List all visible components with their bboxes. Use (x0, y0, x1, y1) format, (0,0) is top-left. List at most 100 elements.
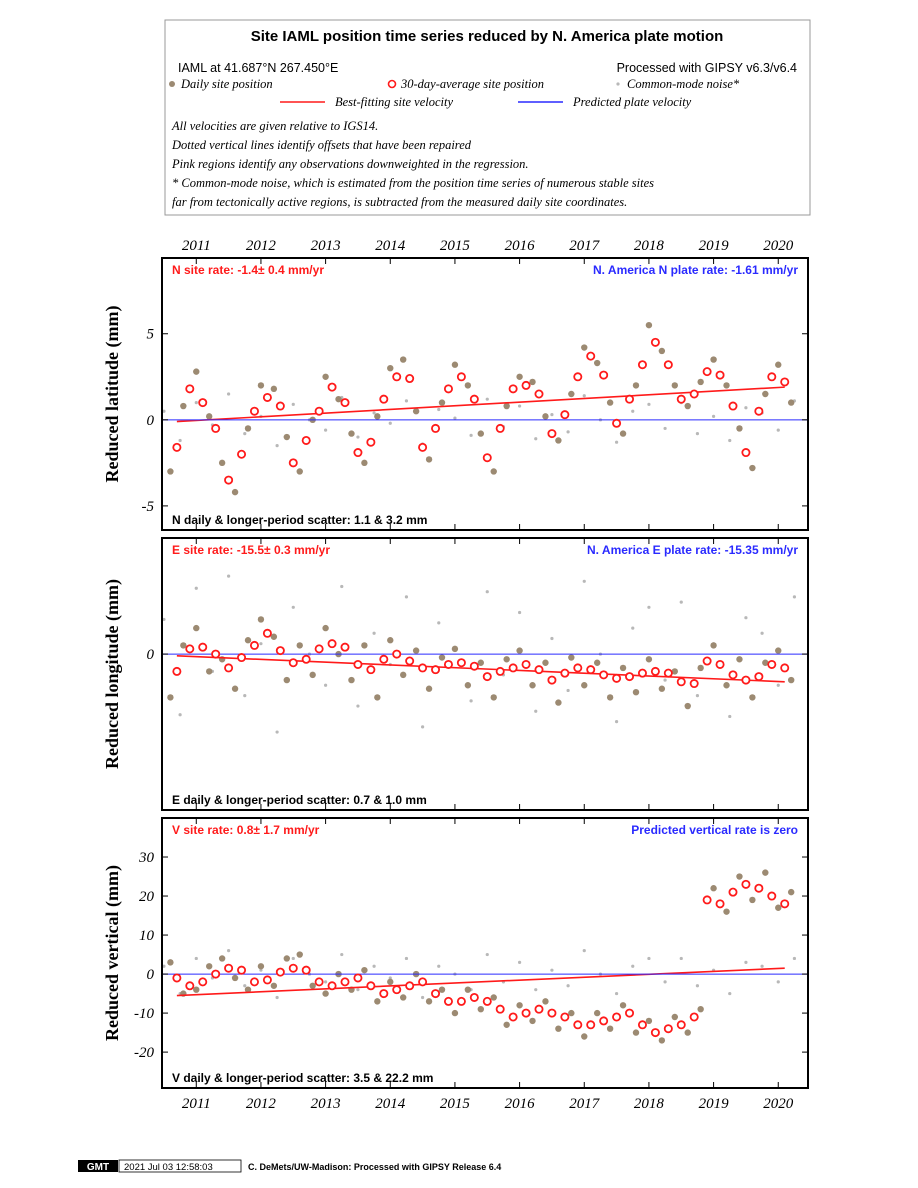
x-tick-label: 2018 (634, 1096, 665, 1112)
noise-point (517, 960, 522, 964)
title: Site IAML position time series reduced b… (251, 28, 724, 45)
daily-point (257, 963, 265, 970)
noise-point (631, 409, 635, 413)
daily-point (490, 468, 497, 475)
logo: GMT (87, 1162, 109, 1173)
daily-point (503, 656, 510, 663)
x-tick-label: 2017 (569, 238, 601, 254)
daily-point (399, 356, 407, 363)
noise-point (728, 991, 732, 996)
average-point (534, 389, 544, 399)
noise-point (776, 683, 780, 687)
average-point (185, 384, 195, 394)
plot-content (162, 321, 808, 496)
average-point (185, 644, 195, 654)
y-axis-label: Reduced latitude (mm) (102, 306, 123, 483)
legend-label: Best-fitting site velocity (335, 95, 453, 109)
average-point (418, 663, 428, 673)
note: Dotted vertical lines identify offsets t… (171, 138, 472, 152)
average-point (418, 442, 428, 452)
daily-point (542, 998, 549, 1005)
daily-point (425, 456, 433, 463)
daily-point (180, 642, 187, 649)
average-point (521, 380, 531, 390)
average-point (224, 663, 234, 673)
average-point (741, 675, 751, 685)
daily-point (697, 1005, 704, 1013)
average-point (573, 1020, 583, 1030)
daily-point (671, 668, 678, 675)
timestamp-box (118, 1159, 242, 1173)
noise-point (227, 392, 231, 396)
daily-point (425, 998, 433, 1005)
daily-point (257, 616, 265, 623)
x-tick-label: 2018 (634, 238, 665, 254)
daily-point (606, 694, 614, 701)
noise-point (534, 437, 538, 441)
daily-point (374, 998, 381, 1005)
noise-point (437, 964, 441, 968)
daily-point (361, 966, 368, 974)
legend-label: Daily site position (180, 77, 273, 91)
average-point (379, 989, 389, 999)
average-point (211, 423, 221, 433)
average-point (728, 670, 738, 680)
daily-point (477, 430, 484, 437)
y-tick-label: 0 (147, 967, 155, 983)
noise-point (437, 621, 441, 625)
daily-point (606, 399, 614, 406)
noise-point (679, 956, 683, 961)
average-point (224, 963, 234, 973)
average-point (482, 996, 492, 1006)
plot-area (162, 818, 808, 1088)
noise-point (291, 605, 295, 609)
daily-point (374, 413, 381, 420)
noise-point (631, 964, 635, 968)
noise-point (162, 964, 166, 968)
daily-point (671, 1013, 678, 1021)
daily-point (283, 433, 291, 441)
average-point (172, 973, 182, 983)
daily-point (645, 321, 653, 329)
plot-frame (161, 817, 809, 1089)
noise-point (534, 988, 538, 992)
noise-point (243, 694, 247, 698)
average-point (663, 360, 673, 370)
average-point (301, 965, 311, 975)
average-point (702, 367, 712, 377)
x-tick-label: 2013 (311, 238, 341, 254)
daily-point (322, 373, 329, 380)
daily-point (516, 373, 523, 380)
daily-point (438, 986, 446, 993)
daily-point (593, 1009, 601, 1017)
average-point (715, 659, 725, 669)
average-point (689, 1012, 699, 1022)
daily-point (762, 390, 769, 398)
daily-point (684, 402, 691, 410)
y-axis-label: Reduced vertical (mm) (102, 865, 123, 1041)
daily-point (399, 671, 407, 679)
noise-point (485, 952, 489, 957)
average-point (754, 406, 764, 416)
average-point (327, 639, 337, 649)
noise-point (663, 678, 667, 682)
daily-point (193, 368, 200, 375)
noise-point (550, 413, 554, 417)
average-point (379, 394, 389, 404)
daily-point (270, 982, 278, 989)
noise-point (614, 440, 619, 444)
daily-point (464, 986, 472, 993)
x-tick-label: 2013 (311, 1096, 341, 1112)
noise-point (275, 444, 279, 448)
daily-point (193, 986, 200, 993)
daily-point (619, 430, 627, 437)
noise-point (647, 605, 651, 609)
noise-point (809, 668, 812, 671)
average-point (275, 401, 285, 411)
daily-point (206, 963, 213, 970)
daily-point (619, 664, 627, 672)
average-point (172, 442, 182, 452)
daily-point (749, 464, 756, 472)
daily-point (658, 1037, 666, 1044)
note: * Common-mode noise, which is estimated … (172, 176, 654, 190)
